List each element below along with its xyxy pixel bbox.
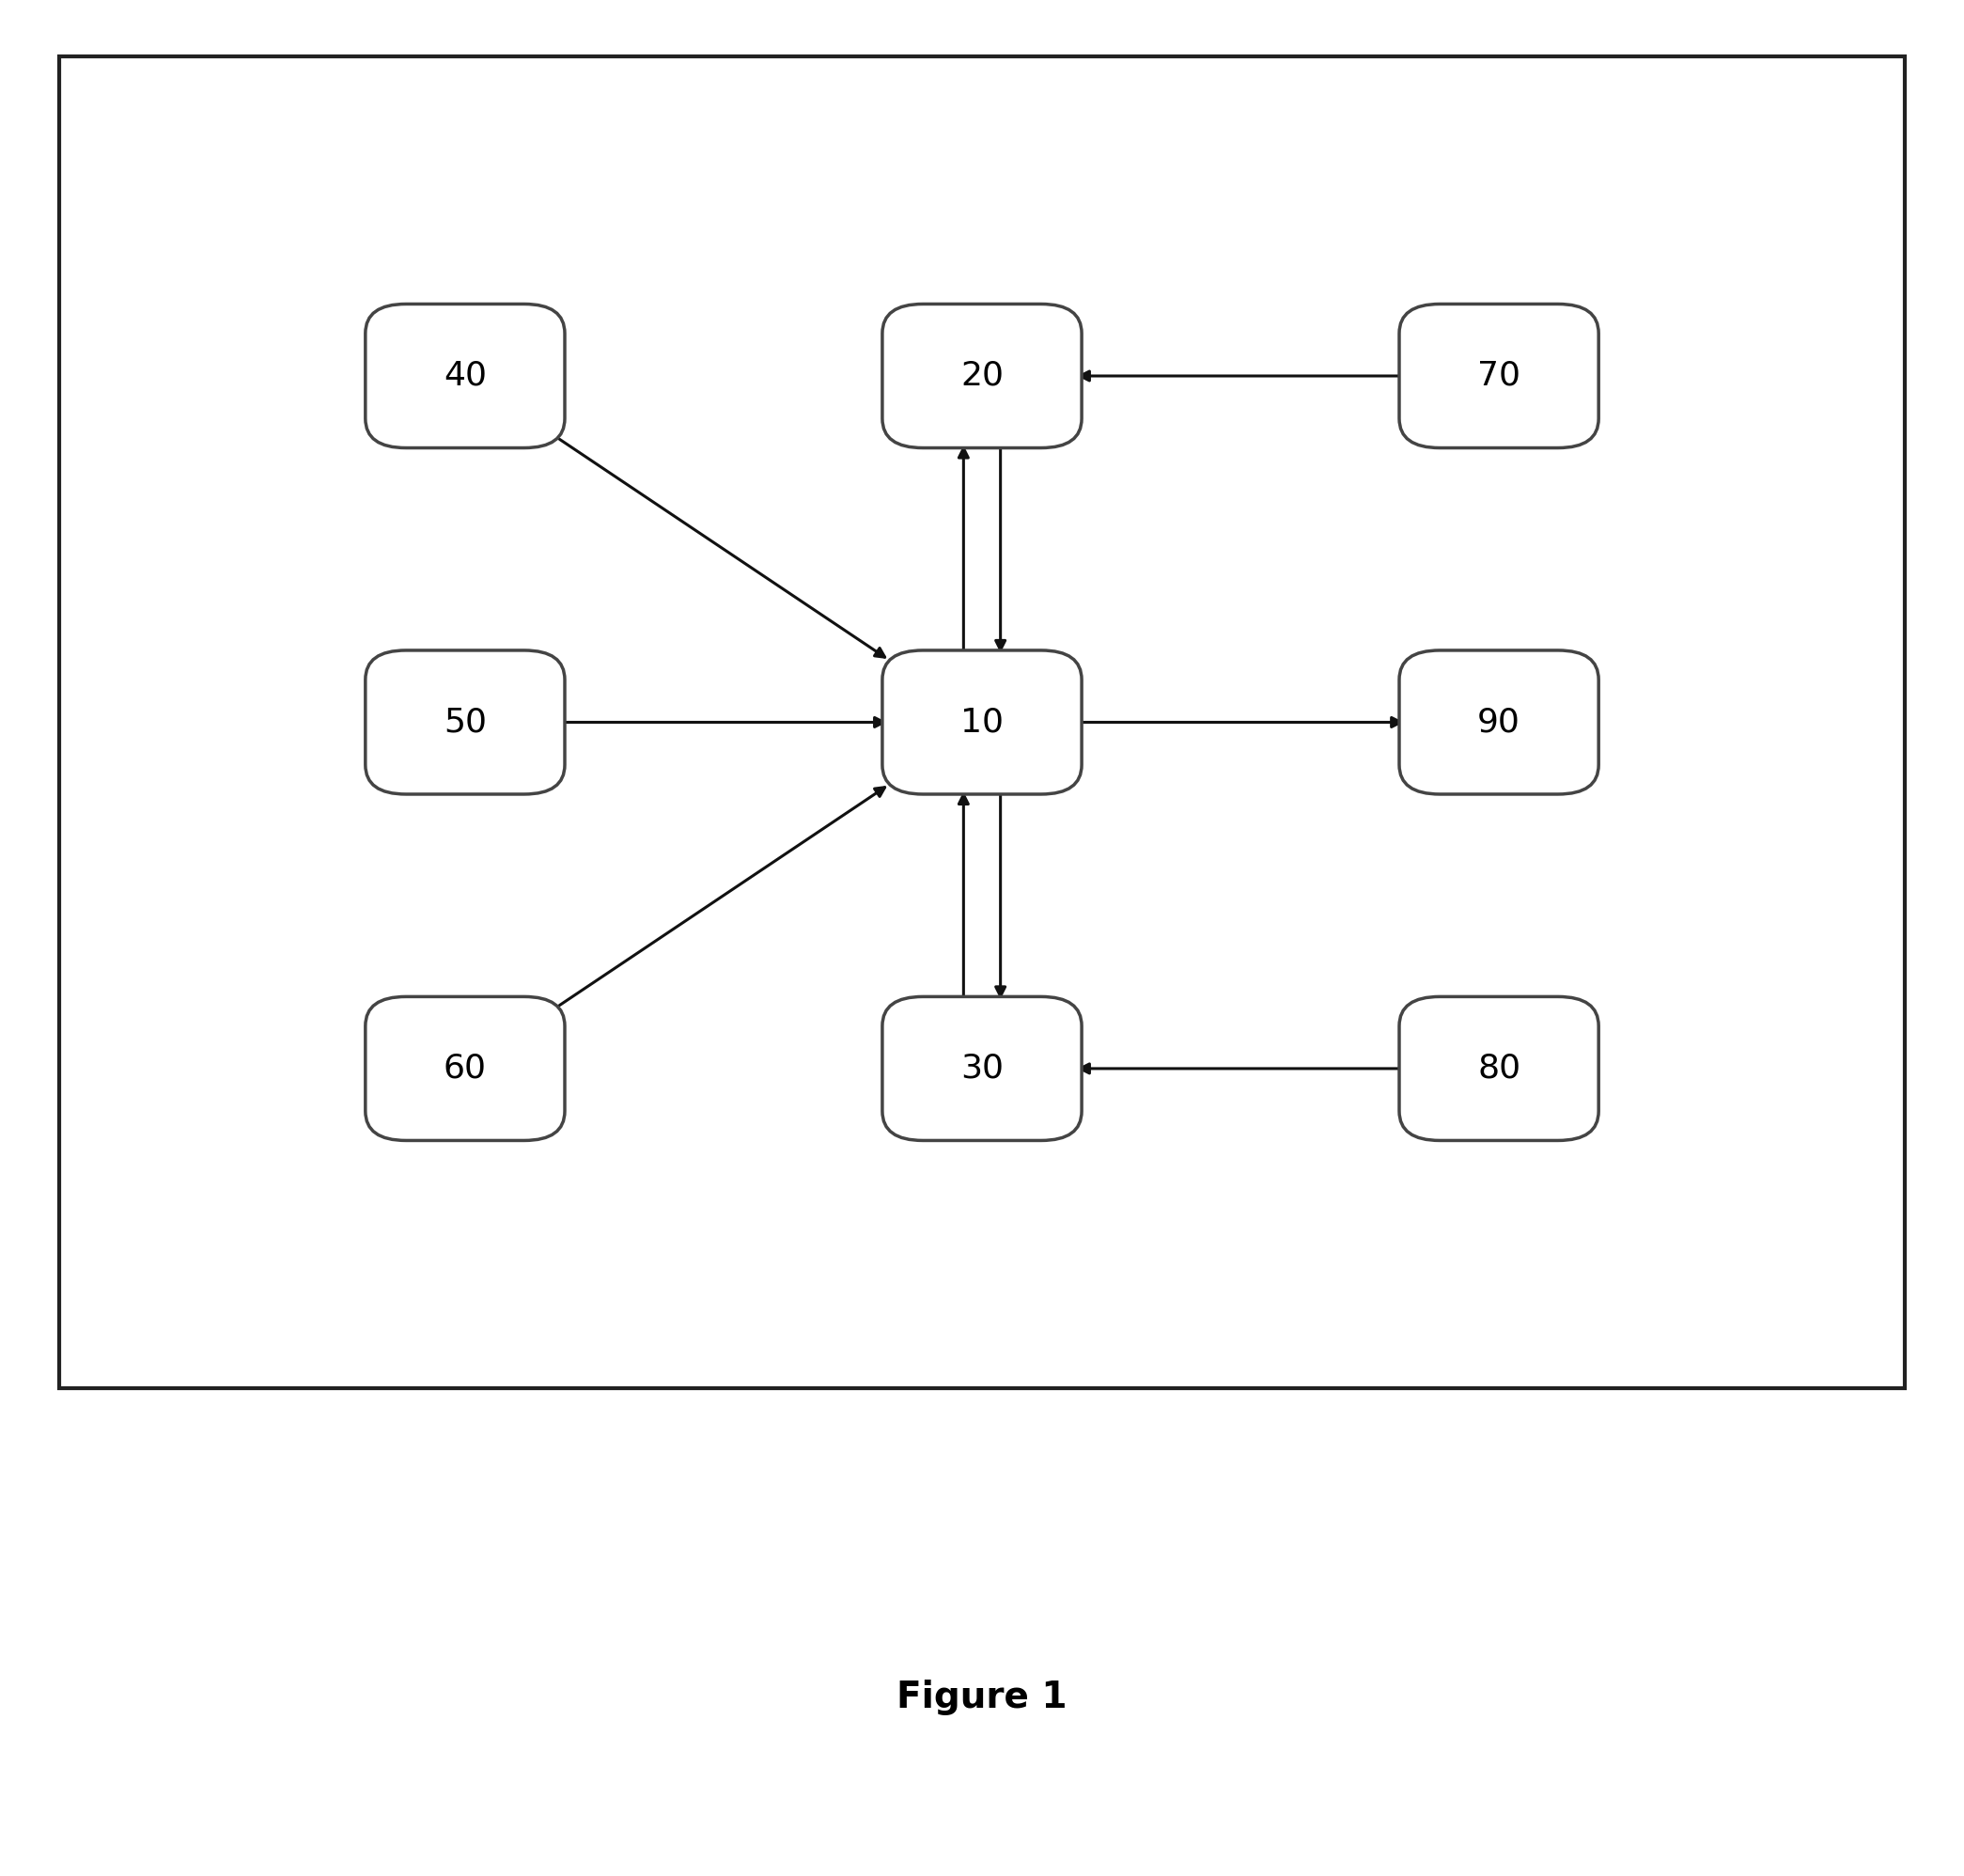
FancyBboxPatch shape [1398, 996, 1599, 1141]
Text: 10: 10 [960, 705, 1004, 739]
Text: 50: 50 [444, 705, 487, 739]
Text: 30: 30 [960, 1052, 1004, 1084]
FancyBboxPatch shape [1398, 651, 1599, 794]
FancyBboxPatch shape [882, 651, 1082, 794]
FancyBboxPatch shape [882, 996, 1082, 1141]
Text: 60: 60 [444, 1052, 487, 1084]
FancyBboxPatch shape [59, 56, 1905, 1388]
FancyBboxPatch shape [365, 304, 566, 448]
Text: 90: 90 [1477, 705, 1520, 739]
FancyBboxPatch shape [1398, 304, 1599, 448]
Text: 70: 70 [1477, 360, 1520, 392]
Text: 20: 20 [960, 360, 1004, 392]
FancyBboxPatch shape [882, 304, 1082, 448]
Text: 40: 40 [444, 360, 487, 392]
FancyBboxPatch shape [365, 996, 566, 1141]
FancyBboxPatch shape [365, 651, 566, 794]
Text: 80: 80 [1477, 1052, 1520, 1084]
Text: Figure 1: Figure 1 [898, 1679, 1066, 1717]
